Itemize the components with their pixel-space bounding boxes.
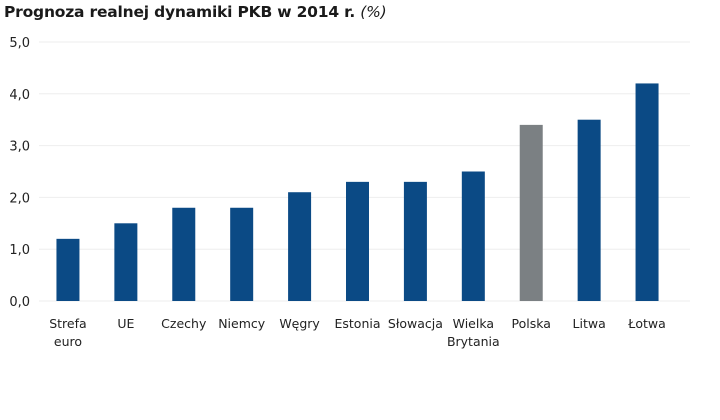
- bar-UE: [114, 223, 138, 301]
- y-tick-label: 1,0: [9, 243, 30, 258]
- x-tick-label: Niemcy: [218, 316, 266, 331]
- bar-Niemcy: [230, 207, 254, 301]
- x-tick-label: Strefa: [49, 316, 86, 331]
- y-tick-label: 2,0: [9, 191, 30, 206]
- x-tick-label: UE: [117, 316, 134, 331]
- bar-Estonia: [346, 181, 369, 301]
- bar-Czechy: [172, 207, 196, 301]
- y-tick-label: 3,0: [9, 140, 30, 155]
- bar-Strefa euro: [56, 238, 80, 301]
- chart-title: Prognoza realnej dynamiki PKB w 2014 r. …: [4, 3, 387, 21]
- y-tick-label: 4,0: [9, 88, 30, 103]
- x-tick-label: Łotwa: [627, 316, 665, 331]
- y-tick-label: 0,0: [9, 295, 30, 310]
- bar-Polska: [519, 124, 543, 301]
- x-tick-label: Wielka: [453, 316, 494, 331]
- x-tick-label: Czechy: [161, 316, 207, 331]
- bar-Wielka Brytania: [461, 171, 485, 301]
- x-tick-label: Polska: [512, 316, 551, 331]
- x-tick-label: Brytania: [447, 334, 500, 349]
- bar-Węgry: [288, 192, 312, 301]
- bar-Litwa: [577, 119, 601, 301]
- chart-unit: (%): [360, 3, 387, 21]
- y-tick-label: 5,0: [9, 36, 30, 51]
- x-tick-label: Słowacja: [388, 316, 443, 331]
- x-tick-label: Węgry: [279, 316, 320, 331]
- bar-Łotwa: [635, 83, 659, 301]
- x-tick-label: euro: [54, 334, 82, 349]
- bar-Słowacja: [403, 181, 427, 301]
- x-tick-label: Litwa: [573, 316, 606, 331]
- x-tick-label: Estonia: [334, 316, 380, 331]
